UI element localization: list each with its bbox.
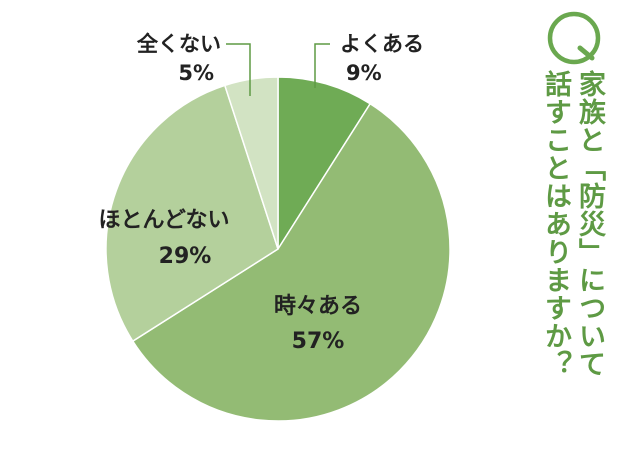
slice-label-rarely: ほとんどない (99, 208, 230, 233)
slice-value-sometimes: 57% (292, 329, 345, 354)
slice-value-never: 5% (178, 61, 214, 85)
question-title-line-2: 話すことはありますか？ (540, 70, 571, 378)
slice-label-often: よくある (340, 32, 424, 56)
pie-slice-rarely (105, 84, 279, 343)
leader-line-never (226, 43, 251, 96)
slice-value-rarely: 29% (159, 244, 212, 269)
pie-slice-never (223, 76, 279, 250)
question-title-line-1: 家族と「防災」について (574, 70, 605, 378)
slice-label-never: 全くない (136, 32, 221, 56)
leader-line-often (314, 43, 330, 88)
q-badge-icon (547, 11, 601, 65)
pie-slice-often (277, 76, 372, 252)
pie-slice-sometimes (131, 102, 451, 422)
slice-value-often: 9% (346, 61, 382, 85)
slice-label-sometimes: 時々ある (274, 294, 362, 319)
